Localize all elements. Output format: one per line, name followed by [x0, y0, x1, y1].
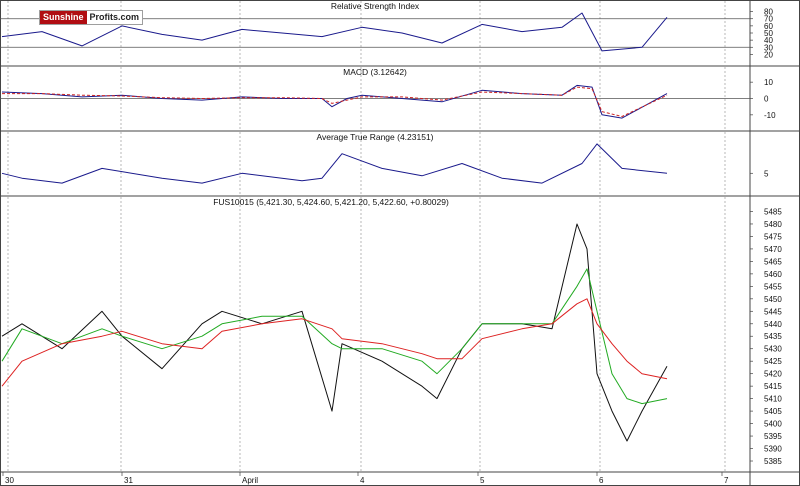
x-tick-label-1: 31: [124, 476, 133, 485]
y-tick-label-3-10: 5435: [764, 332, 782, 341]
y-tick-label-0-2: 40: [764, 36, 773, 45]
y-tick-label-2-0: 5: [764, 169, 769, 178]
y-tick-label-3-7: 5420: [764, 370, 782, 379]
y-tick-label-1-2: 10: [764, 78, 773, 87]
y-tick-label-3-11: 5440: [764, 320, 782, 329]
panel-title-1: MACD (3.12642): [343, 67, 407, 77]
y-tick-label-1-1: 0: [764, 95, 769, 104]
x-tick-label-6: 7: [724, 476, 729, 485]
y-tick-label-1-0: -10: [764, 111, 776, 120]
y-tick-label-3-0: 5385: [764, 457, 782, 466]
y-tick-label-3-13: 5450: [764, 295, 782, 304]
series-line-3-1: [1, 268, 668, 405]
y-tick-label-3-12: 5445: [764, 307, 782, 316]
x-tick-label-4: 5: [480, 476, 485, 485]
y-tick-label-3-16: 5465: [764, 257, 782, 266]
y-tick-label-3-20: 5485: [764, 207, 782, 216]
y-tick-label-3-6: 5415: [764, 382, 782, 391]
y-tick-label-3-8: 5425: [764, 357, 782, 366]
series-line-0-0: [1, 12, 668, 52]
y-tick-label-0-3: 50: [764, 29, 773, 38]
y-tick-label-3-14: 5455: [764, 282, 782, 291]
y-tick-label-3-4: 5405: [764, 407, 782, 416]
y-tick-label-3-9: 5430: [764, 345, 782, 354]
x-tick-label-0: 30: [5, 476, 14, 485]
panel-title-0: Relative Strength Index: [331, 1, 420, 11]
y-tick-label-3-2: 5395: [764, 432, 782, 441]
sunshine-profits-logo[interactable]: Sunshine Profits.com: [39, 10, 144, 25]
y-tick-label-0-5: 70: [764, 15, 773, 24]
y-tick-label-3-1: 5390: [764, 445, 782, 454]
series-line-1-1: [2, 86, 668, 117]
x-tick-label-5: 6: [599, 476, 604, 485]
y-tick-label-3-5: 5410: [764, 395, 782, 404]
logo-part-profits: Profits.com: [89, 12, 140, 22]
series-line-2-0: [1, 143, 668, 184]
series-line-1-0: [1, 84, 668, 119]
y-tick-label-3-18: 5475: [764, 232, 782, 241]
logo-part-sunshine: Sunshine: [40, 11, 87, 24]
y-tick-label-3-19: 5480: [764, 220, 782, 229]
y-tick-label-0-4: 60: [764, 22, 773, 31]
panel-title-3: FUS10015 (5,421.30, 5,424.60, 5,421.20, …: [213, 197, 449, 207]
y-tick-label-3-3: 5400: [764, 420, 782, 429]
series-line-3-0: [1, 223, 668, 442]
x-tick-label-3: 4: [360, 476, 365, 485]
series-line-3-2: [1, 298, 668, 387]
x-tick-label-2: April: [242, 476, 258, 485]
y-tick-label-0-1: 30: [764, 43, 773, 52]
y-tick-label-0-6: 80: [764, 8, 773, 17]
y-tick-label-3-17: 5470: [764, 245, 782, 254]
y-tick-label-0-0: 20: [764, 50, 773, 59]
y-tick-label-3-15: 5460: [764, 270, 782, 279]
panel-title-2: Average True Range (4.23151): [316, 132, 433, 142]
